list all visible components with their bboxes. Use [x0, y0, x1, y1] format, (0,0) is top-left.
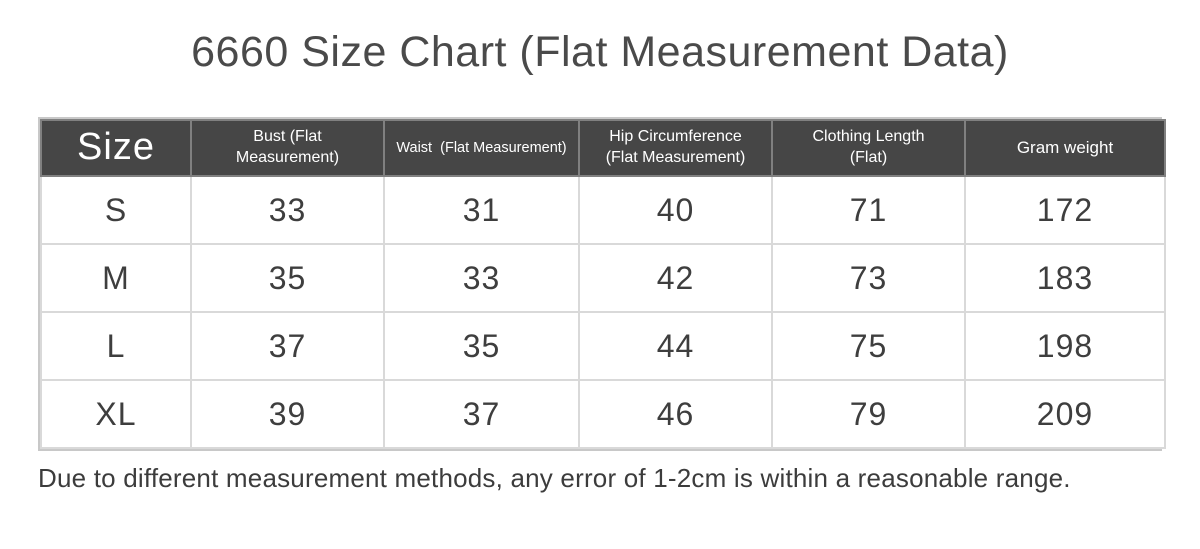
waist-value: 37	[383, 379, 580, 449]
column-header-gram-weight: Gram weight	[964, 119, 1166, 177]
table-row-l: L 37 35 44 75 198	[40, 311, 1166, 381]
size-label: XL	[40, 379, 192, 449]
column-header-bust: Bust (Flat Measurement)	[190, 119, 385, 177]
clothing-length-value: 71	[771, 175, 966, 245]
gram-weight-value: 183	[964, 243, 1166, 313]
hip-value: 40	[578, 175, 773, 245]
waist-value: 35	[383, 311, 580, 381]
size-label: M	[40, 243, 192, 313]
clothing-length-value: 75	[771, 311, 966, 381]
clothing-length-value: 79	[771, 379, 966, 449]
bust-value: 33	[190, 175, 385, 245]
column-header-waist: Waist (Flat Measurement)	[383, 119, 580, 177]
bust-value: 37	[190, 311, 385, 381]
size-chart-table-grid: Size Bust (Flat Measurement) Waist (Flat…	[40, 119, 1166, 449]
bust-value: 39	[190, 379, 385, 449]
waist-value: 33	[383, 243, 580, 313]
gram-weight-value: 172	[964, 175, 1166, 245]
clothing-length-value: 73	[771, 243, 966, 313]
column-header-size: Size	[40, 119, 192, 177]
table-row-s: S 33 31 40 71 172	[40, 175, 1166, 245]
hip-value: 42	[578, 243, 773, 313]
gram-weight-value: 198	[964, 311, 1166, 381]
hip-value: 46	[578, 379, 773, 449]
size-label: S	[40, 175, 192, 245]
table-row-xl: XL 39 37 46 79 209	[40, 379, 1166, 449]
table-header-row: Size Bust (Flat Measurement) Waist (Flat…	[40, 119, 1166, 177]
size-chart-table: Size Bust (Flat Measurement) Waist (Flat…	[38, 117, 1166, 451]
waist-value: 31	[383, 175, 580, 245]
bust-value: 35	[190, 243, 385, 313]
footer-note: Due to different measurement methods, an…	[38, 463, 1071, 493]
page-title: 6660 Size Chart (Flat Measurement Data)	[191, 28, 1009, 76]
column-header-hip: Hip Circumference (Flat Measurement)	[578, 119, 773, 177]
gram-weight-value: 209	[964, 379, 1166, 449]
column-header-clothing-length: Clothing Length (Flat)	[771, 119, 966, 177]
size-label: L	[40, 311, 192, 381]
hip-value: 44	[578, 311, 773, 381]
table-row-m: M 35 33 42 73 183	[40, 243, 1166, 313]
